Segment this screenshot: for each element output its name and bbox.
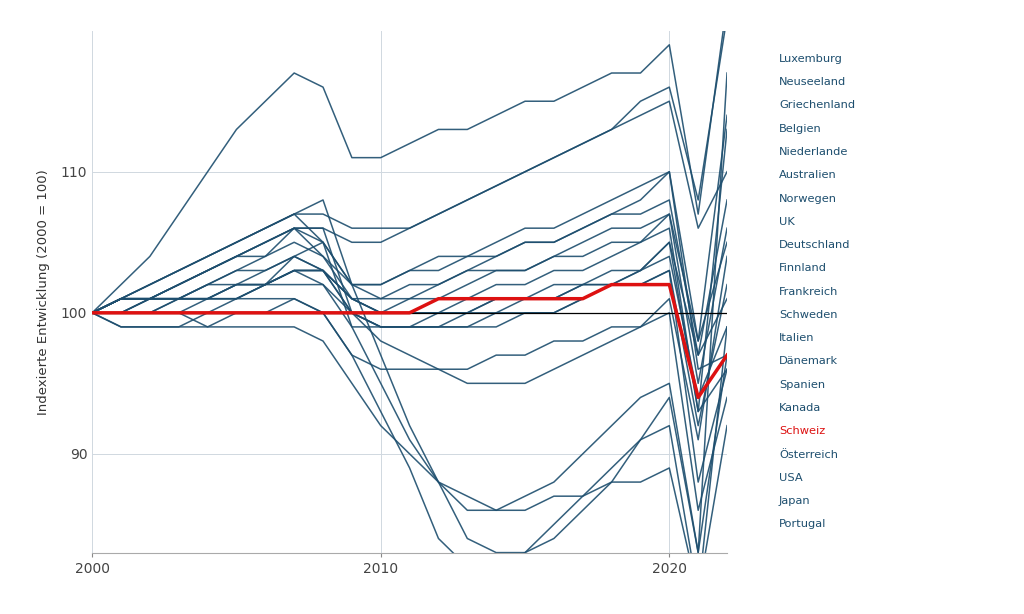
Text: Dänemark: Dänemark: [779, 357, 838, 367]
Text: Luxemburg: Luxemburg: [779, 54, 843, 64]
Text: Portugal: Portugal: [779, 519, 826, 529]
Text: Schweden: Schweden: [779, 310, 838, 320]
Text: Deutschland: Deutschland: [779, 240, 851, 250]
Text: Neuseeland: Neuseeland: [779, 77, 846, 87]
Text: Schweiz: Schweiz: [779, 426, 825, 437]
Text: Italien: Italien: [779, 333, 814, 343]
Text: Finnland: Finnland: [779, 263, 827, 273]
Text: Belgien: Belgien: [779, 124, 821, 134]
Text: USA: USA: [779, 473, 803, 483]
Text: Niederlande: Niederlande: [779, 147, 848, 157]
Text: Spanien: Spanien: [779, 379, 825, 390]
Text: Australien: Australien: [779, 170, 837, 181]
Text: Griechenland: Griechenland: [779, 101, 855, 111]
Y-axis label: Indexierte Entwicklung (2000 = 100): Indexierte Entwicklung (2000 = 100): [37, 169, 50, 414]
Text: Kanada: Kanada: [779, 403, 821, 413]
Text: Japan: Japan: [779, 496, 811, 506]
Text: Frankreich: Frankreich: [779, 287, 839, 297]
Text: UK: UK: [779, 217, 795, 227]
Text: Österreich: Österreich: [779, 449, 838, 459]
Text: Norwegen: Norwegen: [779, 193, 837, 204]
